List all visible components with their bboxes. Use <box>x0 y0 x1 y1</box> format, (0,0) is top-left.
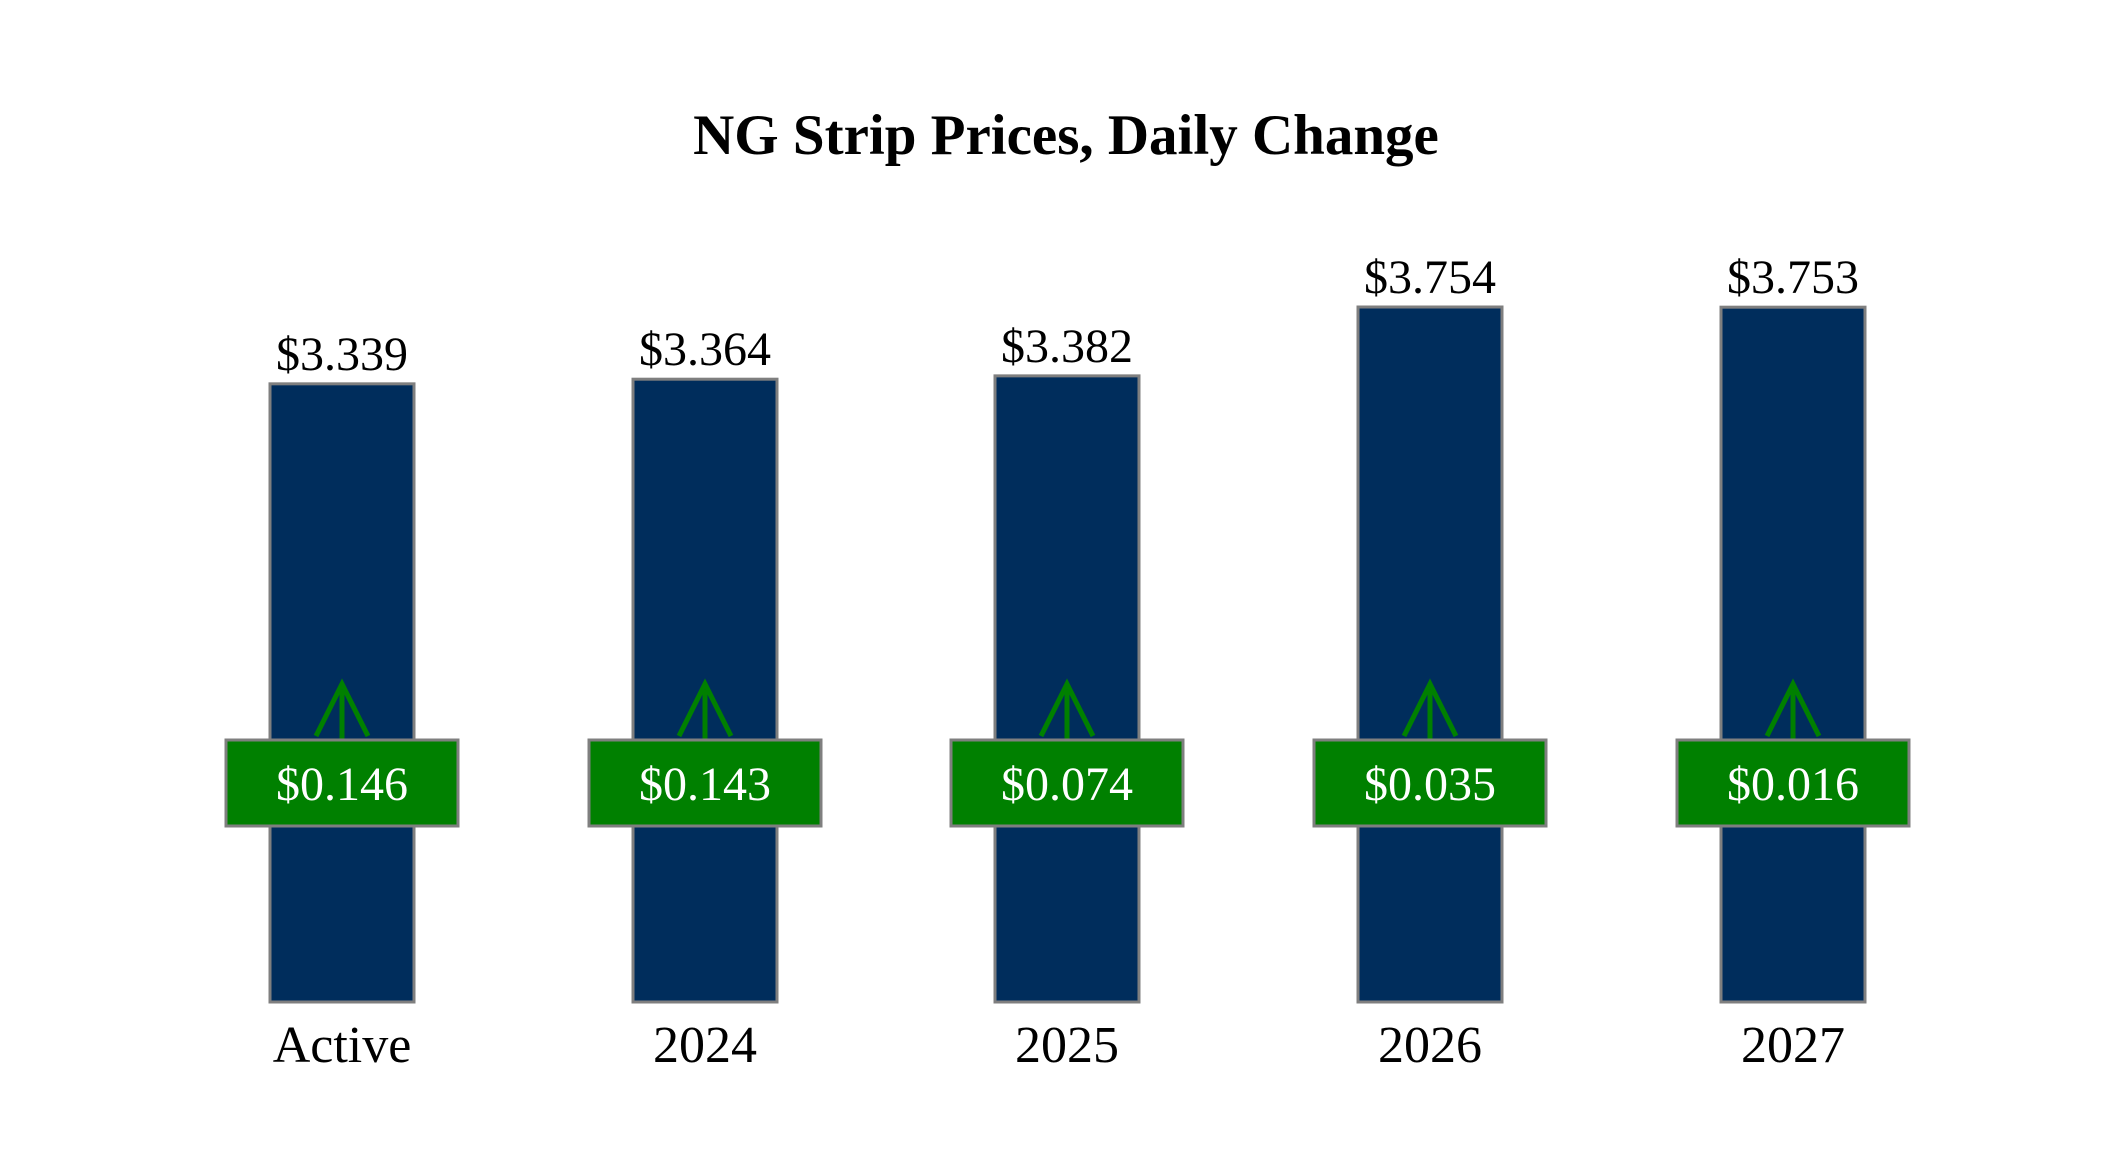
change-box-2024 <box>587 738 823 828</box>
change-box-2026 <box>1312 738 1548 828</box>
value-label-2024: $3.364 <box>639 323 771 376</box>
value-label-2026: $3.754 <box>1364 251 1496 304</box>
category-label-2025: 2025 <box>1015 1017 1119 1074</box>
change-box-2025 <box>949 738 1185 828</box>
change-label-2024: $0.143 <box>639 758 771 811</box>
category-label-active: Active <box>273 1017 412 1074</box>
up-arrow-icon <box>313 678 371 740</box>
change-label-2026: $0.035 <box>1364 758 1496 811</box>
value-label-2027: $3.753 <box>1727 251 1859 304</box>
bar-2027 <box>1719 305 1867 1004</box>
change-label-2027: $0.016 <box>1727 758 1859 811</box>
category-label-2027: 2027 <box>1741 1017 1845 1074</box>
chart-title: NG Strip Prices, Daily Change <box>693 104 1439 167</box>
category-label-2024: 2024 <box>653 1017 757 1074</box>
up-arrow-icon <box>1764 678 1822 740</box>
change-box-2027 <box>1675 738 1911 828</box>
bar-2026 <box>1356 305 1504 1004</box>
bars-group: $3.339 Active $0.146 $3.364 2024 $0.143 $3.382… <box>224 251 1911 1074</box>
value-label-active: $3.339 <box>276 328 408 381</box>
up-arrow-icon <box>1038 678 1096 740</box>
category-label-2026: 2026 <box>1378 1017 1482 1074</box>
change-box-active <box>224 738 460 828</box>
up-arrow-icon <box>676 678 734 740</box>
change-label-active: $0.146 <box>276 758 408 811</box>
value-label-2025: $3.382 <box>1001 320 1133 373</box>
up-arrow-icon <box>1401 678 1459 740</box>
change-label-2025: $0.074 <box>1001 758 1133 811</box>
